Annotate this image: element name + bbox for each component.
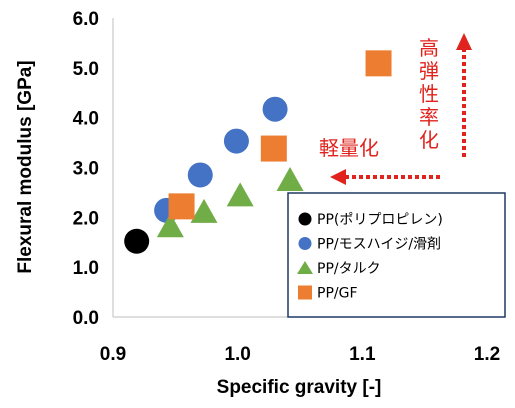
y-tick-label: 3.0 [73, 159, 99, 180]
y-tick-label: 5.0 [73, 59, 99, 80]
stiffer-label-char: 率 [419, 105, 439, 129]
data-points [124, 50, 392, 254]
legend-marker [297, 261, 313, 274]
x-tick-label: 1.2 [474, 344, 500, 365]
legend-box [287, 192, 506, 318]
axes: 0.0 1.0 2.0 3.0 4.0 5.0 6.0 0.9 1.0 1.1 1.2 [73, 9, 501, 365]
data-point [168, 193, 195, 220]
legend-label: PP/GF [317, 286, 358, 302]
stiffer-label-char: 弾 [419, 59, 439, 83]
legend-label: PP/モスハイジ/滑剤 [317, 236, 441, 253]
y-tick-label: 2.0 [73, 208, 99, 229]
y-tick-label: 0.0 [73, 308, 99, 329]
y-axis-title: Flexural modulus [GPa] [15, 60, 36, 273]
data-point [276, 166, 304, 191]
y-tick-label: 1.0 [73, 258, 99, 279]
legend-marker [298, 212, 312, 226]
stiffer-label-char: 性 [419, 82, 439, 106]
stiffer-arrow-head [456, 33, 472, 50]
legend: PP(ポリプロピレン) PP/モスハイジ/滑剤 PP/タルク PP/GF [287, 192, 506, 318]
data-point [187, 162, 213, 188]
legend-marker [298, 285, 312, 300]
data-point [262, 96, 288, 122]
lighter-arrow-head [330, 169, 346, 185]
lighter-label: 軽量化 [319, 136, 379, 160]
data-point [190, 198, 218, 223]
x-tick-label: 1.1 [349, 344, 376, 365]
legend-label: PP/タルク [317, 261, 381, 277]
stiffer-label-char: 化 [419, 128, 439, 152]
y-tick-label: 6.0 [73, 9, 99, 30]
legend-label: PP(ポリプロピレン) [317, 212, 443, 228]
data-point [365, 50, 392, 77]
data-point [260, 135, 287, 162]
data-point [226, 182, 254, 207]
data-point [156, 213, 184, 238]
x-axis-title: Specific gravity [-] [217, 377, 382, 398]
data-point [223, 128, 249, 154]
legend-marker [298, 237, 312, 250]
y-tick-label: 4.0 [73, 109, 99, 130]
x-tick-label: 1.0 [224, 344, 250, 365]
stiffer-label-char: 高 [419, 36, 439, 60]
data-point [124, 228, 150, 254]
x-tick-label: 0.9 [100, 344, 126, 365]
